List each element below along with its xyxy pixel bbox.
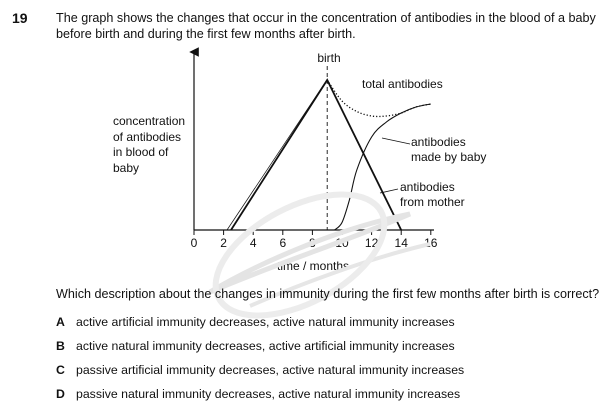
x-tick-label: 8 bbox=[309, 236, 316, 250]
made-label-line-2: made by baby bbox=[411, 150, 486, 164]
option-text: passive natural immunity decreases, acti… bbox=[76, 387, 461, 401]
question-prompt: Which description about the changes in i… bbox=[56, 287, 600, 301]
y-label-line: concentration bbox=[113, 114, 186, 128]
birth-label: birth bbox=[317, 51, 340, 65]
option-text: active natural immunity decreases, activ… bbox=[76, 339, 455, 353]
stem-line-1: The graph shows the changes that occur i… bbox=[56, 11, 596, 25]
option-letter: D bbox=[56, 387, 65, 401]
y-axis-label: concentration of antibodies in blood of … bbox=[113, 114, 185, 176]
x-tick-label: 14 bbox=[395, 236, 409, 250]
x-tick-label: 2 bbox=[220, 236, 227, 250]
option-text: active artificial immunity decreases, ac… bbox=[76, 315, 455, 329]
total-antibodies-label: total antibodies bbox=[362, 77, 443, 91]
x-axis-label: time / months bbox=[277, 259, 349, 273]
mother-label-line-1: antibodies bbox=[400, 180, 455, 194]
stem-line-2: before birth and during the first few mo… bbox=[56, 27, 356, 41]
option-letter: A bbox=[56, 315, 65, 329]
option-letter: B bbox=[56, 339, 65, 353]
mother-antibodies-line bbox=[230, 78, 403, 231]
x-tick-labels: 0 2 4 6 8 10 12 14 16 bbox=[191, 236, 438, 250]
x-tick-label: 12 bbox=[365, 236, 379, 250]
option-letter: C bbox=[56, 363, 65, 377]
x-tick-label: 6 bbox=[279, 236, 286, 250]
made-label-line-1: antibodies bbox=[411, 135, 466, 149]
option-text: passive artificial immunity decreases, a… bbox=[76, 363, 465, 377]
x-ticks bbox=[193, 230, 432, 235]
mother-label-line-2: from mother bbox=[400, 195, 465, 209]
y-label-line: in blood of bbox=[113, 145, 169, 159]
question-stem: The graph shows the changes that occur i… bbox=[56, 10, 596, 42]
x-tick-label: 10 bbox=[335, 236, 349, 250]
x-tick-label: 16 bbox=[424, 236, 438, 250]
y-label-line: baby bbox=[113, 160, 140, 175]
question-number: 19 bbox=[12, 10, 28, 26]
made-leader-line bbox=[381, 137, 411, 145]
x-tick-label: 4 bbox=[250, 236, 257, 250]
x-tick-label: 0 bbox=[191, 236, 198, 250]
y-label-line: of antibodies bbox=[113, 129, 182, 144]
mother-antibodies-inner-line bbox=[226, 83, 325, 231]
